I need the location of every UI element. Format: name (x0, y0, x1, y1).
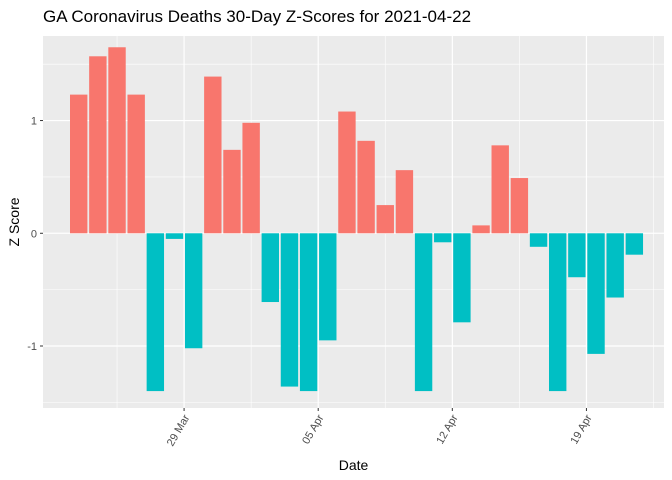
bar-negative (299, 233, 318, 392)
bar-positive (70, 94, 88, 234)
y-axis-label: Z Score (6, 197, 22, 246)
x-axis-label: Date (339, 457, 369, 473)
bar-positive (127, 94, 145, 234)
chart-title: GA Coronavirus Deaths 30-Day Z-Scores fo… (43, 7, 471, 26)
bar-negative (414, 233, 433, 392)
bar-positive (357, 140, 375, 234)
bar-positive (204, 76, 222, 234)
bar-positive (395, 170, 414, 234)
bar-negative (146, 233, 165, 392)
bar-positive (242, 122, 260, 234)
bar-positive (108, 47, 126, 234)
bar-negative (625, 233, 644, 255)
x-tick-label: 05 Apr (300, 413, 326, 447)
bar-negative (606, 233, 624, 298)
x-tick-label: 19 Apr (568, 413, 594, 447)
bar-negative (184, 233, 203, 349)
x-axis: 29 Mar 05 Apr 12 Apr 19 Apr (165, 408, 595, 448)
bar-negative (587, 233, 605, 354)
y-tick-label: 1 (31, 116, 37, 128)
y-tick-label: 0 (31, 228, 37, 240)
x-tick-label: 29 Mar (165, 413, 193, 449)
y-axis: 1 0 -1 (27, 116, 43, 353)
bar-positive (472, 225, 490, 234)
bar-negative (319, 233, 337, 341)
bar-negative (280, 233, 299, 387)
bar-positive (89, 56, 107, 234)
x-tick-label: 12 Apr (434, 413, 460, 447)
bar-negative (568, 233, 586, 278)
bar-positive (223, 149, 241, 234)
y-tick-label: -1 (27, 341, 37, 353)
bar-negative (165, 233, 184, 239)
bar-negative (529, 233, 548, 247)
bar-positive (491, 145, 509, 234)
bar-negative (434, 233, 452, 243)
bar-positive (376, 205, 394, 234)
bars (70, 47, 644, 392)
bar-positive (338, 111, 356, 234)
bar-positive (510, 178, 529, 234)
bar-negative (453, 233, 471, 323)
bar-negative (261, 233, 279, 303)
bar-negative (549, 233, 567, 392)
